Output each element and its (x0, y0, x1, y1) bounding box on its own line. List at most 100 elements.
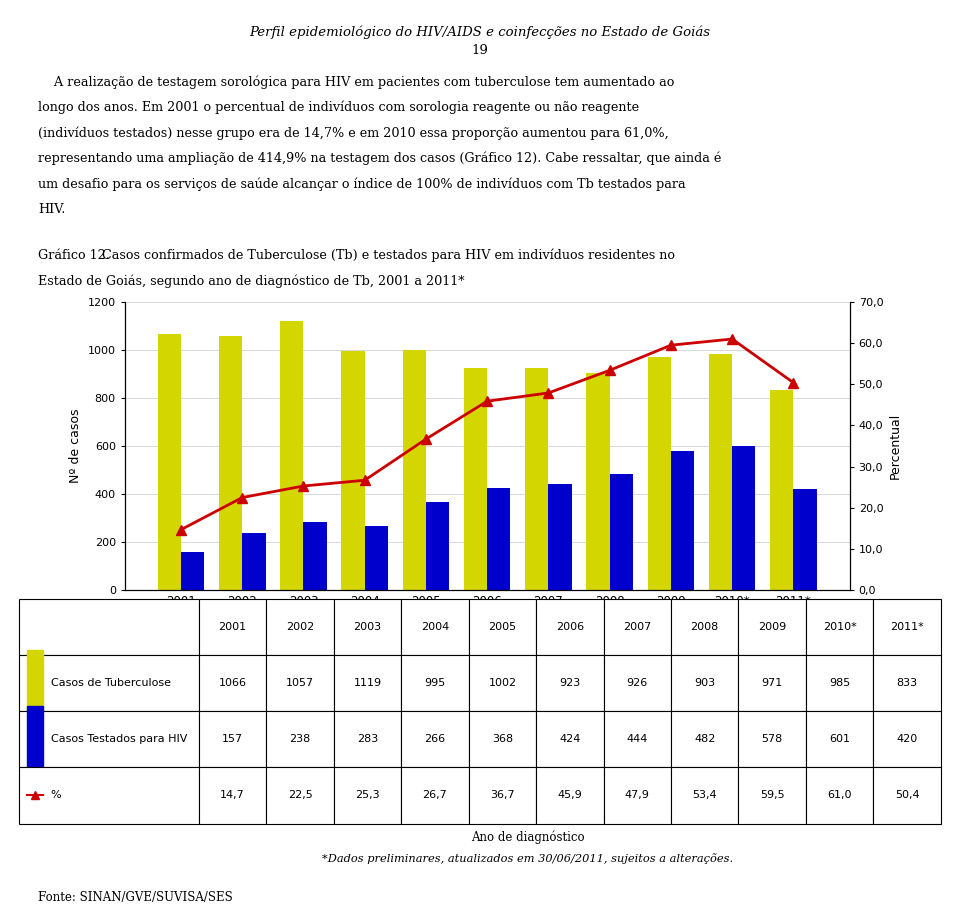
Bar (402, 350, 426, 590)
Bar (604, 712, 671, 768)
Bar (604, 768, 671, 824)
Bar (738, 599, 805, 655)
Bar (610, 474, 633, 590)
Bar (805, 599, 874, 655)
Bar (805, 712, 874, 768)
Bar (27, 650, 43, 717)
Text: 971: 971 (761, 678, 782, 688)
Text: 2011*: 2011* (890, 622, 924, 632)
Bar (199, 655, 266, 712)
Text: 36,7: 36,7 (491, 791, 515, 801)
Text: 266: 266 (424, 735, 445, 745)
Text: 2007: 2007 (623, 622, 652, 632)
Text: 2009: 2009 (758, 622, 786, 632)
Bar (671, 768, 738, 824)
Text: 238: 238 (290, 735, 311, 745)
Bar (671, 655, 738, 712)
Text: 578: 578 (761, 735, 782, 745)
Bar (181, 553, 204, 590)
Text: 22,5: 22,5 (288, 791, 312, 801)
Text: *Dados preliminares, atualizados em 30/06/2011, sujeitos a alterações.: *Dados preliminares, atualizados em 30/0… (323, 853, 733, 864)
Bar (199, 712, 266, 768)
Text: 420: 420 (897, 735, 918, 745)
Text: 47,9: 47,9 (625, 791, 650, 801)
Text: 1002: 1002 (489, 678, 516, 688)
Bar (671, 712, 738, 768)
Bar (334, 599, 401, 655)
Bar (604, 655, 671, 712)
Bar (219, 337, 242, 590)
Text: 1057: 1057 (286, 678, 314, 688)
Text: (indivíduos testados) nesse grupo era de 14,7% e em 2010 essa proporção aumentou: (indivíduos testados) nesse grupo era de… (38, 126, 669, 140)
Text: um desafio para os serviços de saúde alcançar o índice de 100% de indivíduos com: um desafio para os serviços de saúde alc… (38, 178, 686, 191)
Bar (242, 533, 266, 590)
Bar (334, 712, 401, 768)
Text: 482: 482 (694, 735, 715, 745)
Text: 2008: 2008 (690, 622, 719, 632)
Text: %: % (51, 791, 61, 801)
Bar (401, 599, 468, 655)
Bar (548, 483, 572, 590)
Text: 995: 995 (424, 678, 445, 688)
Text: 26,7: 26,7 (422, 791, 447, 801)
Text: 985: 985 (829, 678, 851, 688)
Bar (536, 712, 604, 768)
Bar (874, 712, 941, 768)
Bar (805, 655, 874, 712)
Text: 903: 903 (694, 678, 715, 688)
Bar (770, 390, 793, 590)
Y-axis label: Nº de casos: Nº de casos (69, 409, 83, 483)
Text: 2010*: 2010* (823, 622, 856, 632)
Bar (468, 712, 536, 768)
Bar (708, 353, 732, 590)
Bar (738, 712, 805, 768)
Text: 50,4: 50,4 (895, 791, 920, 801)
Text: 444: 444 (627, 735, 648, 745)
Bar (805, 768, 874, 824)
Bar (671, 599, 738, 655)
Text: Casos Testados para HIV: Casos Testados para HIV (51, 735, 187, 745)
Bar (604, 599, 671, 655)
Text: 14,7: 14,7 (220, 791, 245, 801)
Text: 833: 833 (897, 678, 918, 688)
Bar (525, 368, 548, 590)
Bar (342, 351, 365, 590)
Text: 424: 424 (559, 735, 581, 745)
Text: 283: 283 (357, 735, 378, 745)
Text: Fonte: SINAN/GVE/SUVISA/SES: Fonte: SINAN/GVE/SUVISA/SES (38, 891, 233, 904)
Bar (280, 321, 303, 590)
Text: 2005: 2005 (489, 622, 516, 632)
Bar (648, 357, 671, 590)
Text: 2003: 2003 (353, 622, 381, 632)
Bar (487, 489, 511, 590)
Text: Gráfico 12.: Gráfico 12. (38, 249, 110, 262)
Text: A realização de testagem sorológica para HIV em pacientes com tuberculose tem au: A realização de testagem sorológica para… (38, 75, 675, 89)
Text: Estado de Goiás, segundo ano de diagnóstico de Tb, 2001 a 2011*: Estado de Goiás, segundo ano de diagnóst… (38, 274, 465, 288)
Text: Casos confirmados de Tuberculose (Tb) e testados para HIV em indivíduos resident: Casos confirmados de Tuberculose (Tb) e … (98, 249, 675, 263)
Bar (303, 522, 326, 590)
Text: Ano de diagnóstico: Ano de diagnóstico (471, 831, 585, 845)
Bar (266, 655, 334, 712)
Text: 2001: 2001 (219, 622, 247, 632)
Bar (199, 599, 266, 655)
Text: 2006: 2006 (556, 622, 584, 632)
Bar (266, 768, 334, 824)
Bar (365, 526, 388, 590)
Bar (587, 373, 610, 590)
Bar (874, 599, 941, 655)
Text: Casos de Tuberculose: Casos de Tuberculose (51, 678, 171, 688)
Bar (536, 768, 604, 824)
Bar (738, 655, 805, 712)
Text: 601: 601 (829, 735, 851, 745)
Text: 923: 923 (560, 678, 581, 688)
Bar (266, 599, 334, 655)
Bar (468, 599, 536, 655)
Text: 926: 926 (627, 678, 648, 688)
Bar (334, 655, 401, 712)
Text: 2002: 2002 (286, 622, 314, 632)
Bar (468, 655, 536, 712)
Text: 1119: 1119 (353, 678, 381, 688)
Text: 53,4: 53,4 (692, 791, 717, 801)
Bar (199, 768, 266, 824)
Text: 157: 157 (222, 735, 243, 745)
